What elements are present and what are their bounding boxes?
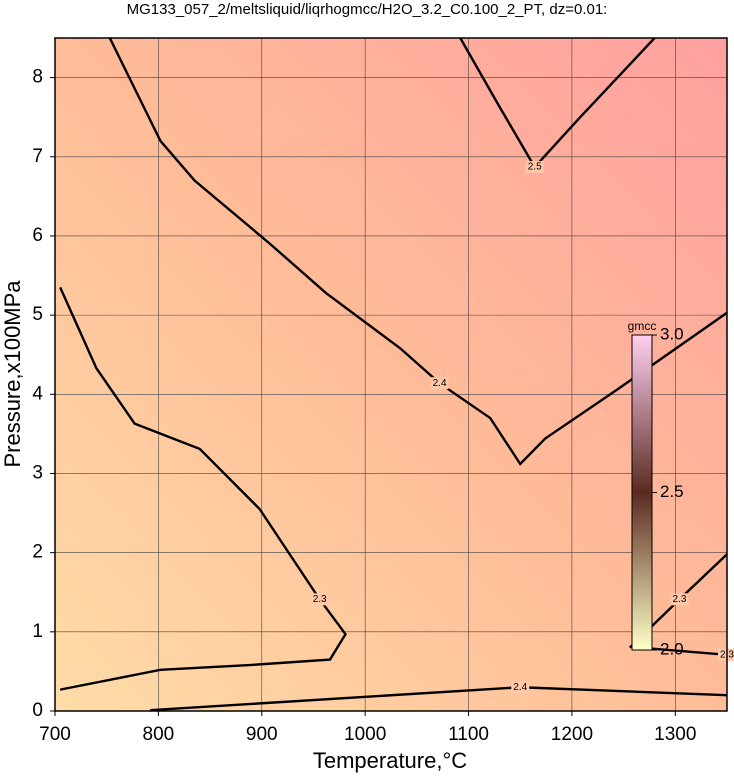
- y-axis-label: Pressure,x100MPa: [0, 280, 25, 468]
- y-tick-label: 5: [32, 304, 43, 325]
- contour-label-bg: [430, 377, 449, 390]
- colorbar-tick-label: 3.0: [660, 324, 684, 343]
- plot-background: [55, 38, 727, 711]
- colorbar: [631, 334, 653, 651]
- contour-label-bg: [310, 593, 329, 606]
- x-tick-label: 1200: [551, 724, 593, 745]
- contour-label-bg: [718, 648, 734, 661]
- colorbar-label: gmcc: [628, 319, 657, 333]
- y-tick-label: 8: [32, 67, 43, 88]
- contour-label: 2.4: [433, 378, 447, 389]
- plot-frame: [54, 37, 728, 712]
- y-tick-label: 2: [32, 542, 43, 563]
- contour-line: [108, 37, 728, 466]
- x-tick-label: 700: [39, 724, 71, 745]
- x-axis-label: Temperature,°C: [313, 748, 467, 773]
- contour-label: 2.3: [672, 594, 686, 605]
- x-tick-label: 900: [246, 724, 278, 745]
- y-tick-label: 7: [32, 146, 43, 167]
- contour-label-bg: [670, 593, 689, 606]
- chart-title: MG133_057_2/meltsliquid/liqrhogmcc/H2O_3…: [127, 1, 608, 18]
- contour-label: 2.4: [513, 682, 527, 693]
- colorbar-tick-label: 2.5: [660, 482, 684, 501]
- colorbar-tick-label: 2.0: [660, 639, 684, 658]
- contour-label: 2.3: [313, 594, 327, 605]
- y-tick-label: 4: [32, 383, 43, 404]
- x-tick-label: 1100: [448, 724, 489, 745]
- y-tick-label: 0: [32, 700, 43, 721]
- contour-label-bg: [511, 681, 530, 694]
- contour-line: [640, 646, 728, 656]
- contour-label: 2.5: [528, 162, 542, 173]
- y-tick-label: 6: [32, 225, 43, 246]
- contour-label-bg: [525, 161, 544, 174]
- x-tick-label: 1000: [344, 724, 386, 745]
- y-tick-label: 3: [32, 462, 43, 483]
- x-tick-label: 800: [143, 724, 175, 745]
- x-tick-label: 1300: [654, 724, 696, 745]
- y-tick-label: 1: [32, 621, 43, 642]
